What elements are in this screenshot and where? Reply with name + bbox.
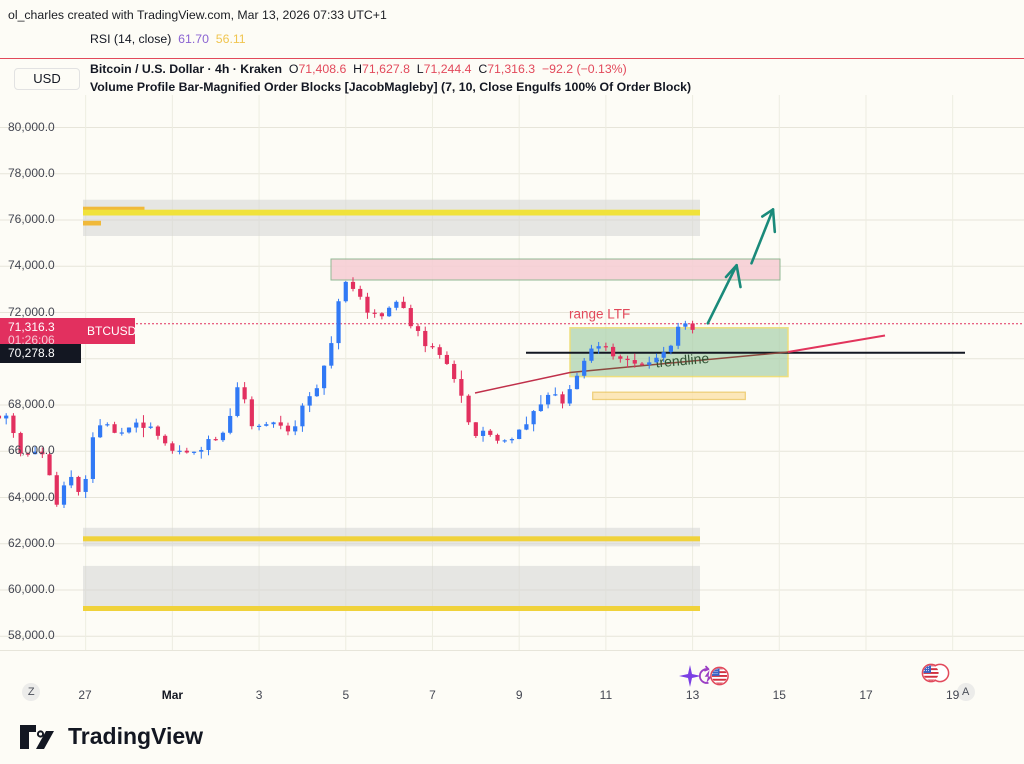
svg-text:range LTF: range LTF: [569, 307, 630, 322]
